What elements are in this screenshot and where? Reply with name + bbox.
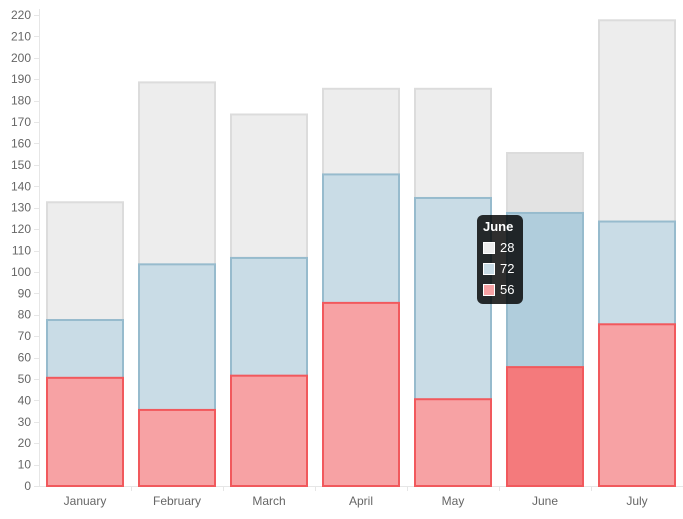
y-tick-label: 220 [11, 8, 31, 22]
y-tick-label: 120 [11, 222, 31, 236]
y-tick-label: 210 [11, 29, 31, 43]
y-tick-label: 30 [18, 415, 32, 429]
x-tick-label: May [442, 494, 465, 508]
y-tick-label: 100 [11, 265, 31, 279]
y-tick-label: 180 [11, 94, 31, 108]
tooltip-value: 72 [500, 261, 515, 276]
y-tick-label: 20 [18, 436, 32, 450]
y-tick-label: 170 [11, 115, 31, 129]
y-tick-label: 50 [18, 372, 32, 386]
y-tick-labels: 0 10 20 30 40 50 60 70 80 90 100 110 120 130 140 150 160… [11, 8, 31, 493]
y-tick-label: 140 [11, 179, 31, 193]
y-tick-label: 90 [18, 286, 32, 300]
y-tick-label: 60 [18, 351, 32, 365]
x-tick-label: January [64, 494, 107, 508]
x-tick-labels: January February March April May June July [64, 494, 648, 508]
bar[interactable] [322, 301, 400, 487]
x-tick-label: April [349, 494, 373, 508]
y-tick-label: 0 [24, 479, 31, 493]
bar[interactable] [46, 376, 124, 487]
chart-bars [46, 19, 676, 488]
tooltip-title: June [483, 219, 514, 234]
x-tick-label: July [626, 494, 647, 508]
tooltip-value: 28 [500, 240, 515, 255]
y-tick-label: 200 [11, 51, 31, 65]
tooltip-swatch-red [483, 283, 495, 296]
x-tick-label: June [532, 494, 558, 508]
tooltip-row: 72 [483, 258, 517, 279]
y-tick-label: 70 [18, 329, 32, 343]
y-tick-label: 10 [18, 458, 32, 472]
y-tick-label: 40 [18, 393, 32, 407]
y-tick-label: 190 [11, 72, 31, 86]
tooltip-value: 56 [500, 282, 515, 297]
y-tick-label: 160 [11, 136, 31, 150]
bar[interactable] [506, 366, 584, 488]
tooltip-row: 28 [483, 237, 517, 258]
bar[interactable] [230, 374, 308, 487]
bar[interactable] [138, 408, 216, 487]
tooltip-row: 56 [483, 279, 517, 300]
tooltip-swatch-blue [483, 262, 495, 275]
bar[interactable] [414, 398, 492, 487]
y-tick-label: 130 [11, 201, 31, 215]
chart-tooltip: June 28 72 56 [477, 215, 523, 304]
tooltip-swatch-grey [483, 241, 495, 254]
y-tick-label: 110 [12, 244, 31, 258]
y-tick-label: 150 [11, 158, 31, 172]
x-tick-label: February [153, 494, 201, 508]
x-tick-label: March [252, 494, 285, 508]
y-tick-label: 80 [18, 308, 32, 322]
bar[interactable] [598, 323, 676, 488]
